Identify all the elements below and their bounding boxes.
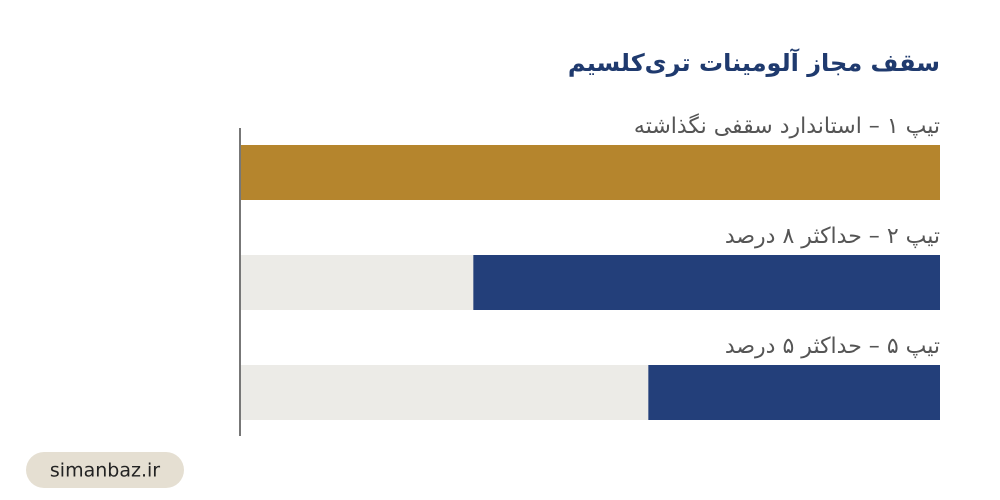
category-label: تیپ ۱ – استاندارد سقفی نگذاشته [634,113,940,139]
chart-title: سقف مجاز آلومینات تری‌کلسیم [568,48,940,77]
category-label: تیپ ۲ – حداکثر ۸ درصد [725,224,940,249]
bar [240,145,940,200]
source-badge [26,452,184,488]
category-label: تیپ ۵ – حداکثر ۵ درصد [725,334,940,359]
bar [473,255,940,310]
source: simanbaz.ir [50,460,160,482]
bar [648,365,940,420]
